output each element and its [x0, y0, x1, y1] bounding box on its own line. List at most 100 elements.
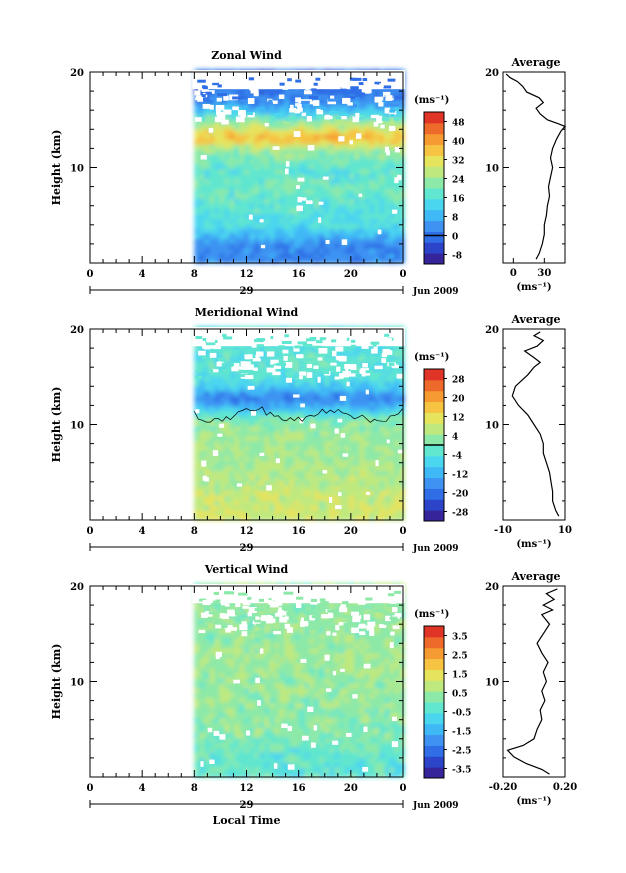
missing-data-cell: [361, 372, 366, 377]
sparse-data-cell: [362, 78, 368, 82]
heatmap-cell: [344, 258, 350, 264]
heatmap-cell: [214, 662, 220, 669]
heatmap-cell: [349, 455, 355, 462]
heatmap-cell: [224, 510, 230, 516]
heatmap-cell: [249, 490, 255, 496]
heatmap-cell: [254, 747, 260, 753]
heatmap-cell: [264, 717, 270, 723]
heatmap-cell: [354, 722, 360, 728]
heatmap-cell: [379, 173, 385, 180]
missing-data-cell: [384, 107, 391, 114]
missing-data-cell: [219, 423, 225, 428]
heatmap-cell: [194, 500, 200, 506]
heatmap-cell: [194, 677, 200, 684]
heatmap-cell: [244, 218, 250, 224]
heatmap-cell: [359, 208, 365, 214]
x-tick-label: 12: [240, 526, 254, 537]
heatmap-cell: [374, 692, 380, 699]
heatmap-cell: [359, 772, 365, 778]
heatmap-cell: [279, 390, 285, 397]
heatmap-cell: [359, 662, 365, 669]
heatmap-cell: [394, 687, 400, 694]
heatmap-cell: [349, 128, 355, 135]
heatmap-cell: [239, 153, 245, 160]
heatmap-cell: [344, 480, 350, 486]
heatmap-cell: [214, 94, 220, 100]
missing-data-cell: [349, 140, 353, 145]
heatmap-cell: [304, 460, 310, 466]
heatmap-cell: [289, 123, 295, 130]
heatmap-cell: [324, 253, 330, 259]
heatmap-cell: [324, 480, 330, 486]
heatmap-cell: [234, 213, 240, 219]
heatmap-cell: [254, 173, 260, 180]
heatmap-cell: [279, 258, 285, 264]
heatmap-cell: [359, 104, 365, 110]
heatmap-cell: [259, 361, 265, 367]
heatmap-cell: [244, 133, 250, 140]
heatmap-cell: [344, 712, 350, 719]
heatmap-cell: [314, 732, 320, 738]
heatmap-cell: [339, 380, 345, 387]
heatmap-cell: [354, 375, 360, 382]
heatmap-cell: [309, 243, 315, 249]
heatmap-cell: [199, 737, 205, 743]
heatmap-cell: [389, 143, 395, 150]
heatmap-cell: [254, 662, 260, 669]
heatmap-cell: [204, 128, 210, 135]
heatmap-cell: [394, 133, 400, 140]
heatmap-cell: [279, 243, 285, 249]
heatmap-cell: [279, 712, 285, 719]
heatmap-cell: [204, 737, 210, 743]
heatmap-cell: [394, 223, 400, 229]
heatmap-cell: [209, 420, 215, 427]
colorbar-swatch: [424, 445, 444, 457]
colorbar-swatch: [424, 133, 444, 146]
heatmap-cell: [379, 480, 385, 486]
heatmap-cell: [314, 361, 320, 367]
heatmap-cell: [249, 188, 255, 195]
heatmap-cell: [384, 143, 390, 150]
heatmap-cell: [384, 445, 390, 452]
heatmap-cell: [204, 677, 210, 684]
heatmap-cell: [309, 727, 315, 733]
heatmap-cell: [329, 138, 335, 145]
heatmap-cell: [349, 380, 355, 387]
sparse-data-cell: [302, 343, 313, 347]
heatmap-cell: [219, 208, 225, 214]
heatmap-cell: [394, 375, 400, 382]
heatmap-cell: [294, 747, 300, 753]
heatmap-cell: [244, 515, 250, 521]
heatmap-cell: [329, 415, 335, 422]
heatmap-cell: [364, 500, 370, 506]
heatmap-cell: [349, 430, 355, 437]
heatmap-cell: [334, 148, 340, 155]
heatmap-cell: [354, 128, 360, 135]
heatmap-cell: [344, 737, 350, 743]
heatmap-cell: [219, 198, 225, 205]
heatmap-cell: [374, 173, 380, 180]
sparse-data-cell: [344, 337, 350, 341]
heatmap-cell: [229, 153, 235, 160]
heatmap-cell: [264, 677, 270, 684]
heatmap-cell: [304, 662, 310, 669]
heatmap-cell: [374, 248, 380, 254]
colorbar-swatch: [424, 166, 444, 178]
x-tick-label: 20: [344, 526, 358, 537]
sparse-data-cell: [264, 348, 274, 352]
heatmap-cell: [249, 485, 255, 491]
heatmap-cell: [194, 395, 200, 402]
heatmap-cell: [234, 243, 240, 249]
heatmap-cell: [269, 356, 275, 362]
heatmap-cell: [299, 500, 305, 506]
heatmap-cell: [324, 351, 330, 357]
heatmap-cell: [284, 470, 290, 476]
missing-data-layer: [192, 327, 405, 510]
heatmap-cell: [399, 228, 405, 234]
heatmap-cell: [349, 460, 355, 466]
heatmap-cell: [199, 415, 205, 422]
heatmap-cell: [359, 400, 365, 407]
heatmap-cell: [259, 193, 265, 200]
heatmap-cell: [319, 138, 325, 145]
heatmap-cell: [319, 123, 325, 130]
